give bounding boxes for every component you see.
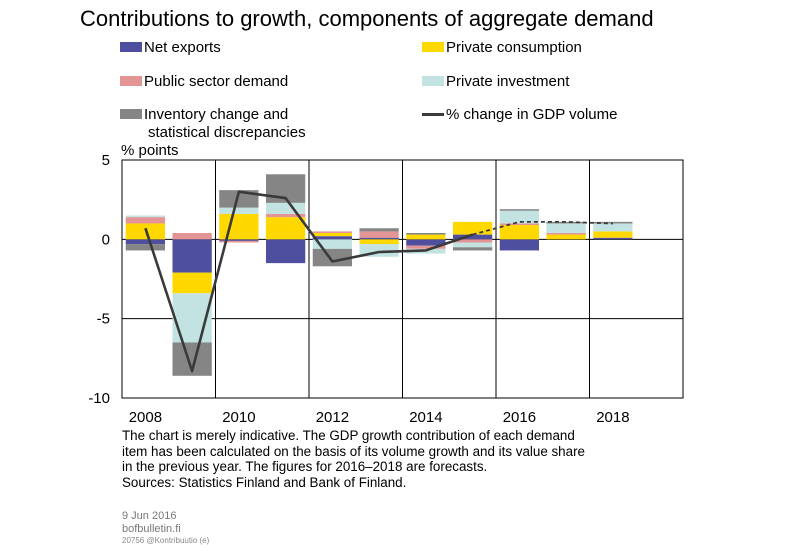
bar-segment bbox=[452, 221, 493, 235]
legend-label: Private investment bbox=[446, 73, 570, 90]
bar-segment bbox=[499, 223, 540, 226]
bar-segment bbox=[546, 221, 586, 224]
bar-segment bbox=[265, 239, 306, 264]
y-axis-unit: % points bbox=[121, 142, 179, 159]
bar-segment bbox=[312, 248, 353, 267]
bar-segment bbox=[499, 210, 540, 224]
bar-segment bbox=[172, 239, 212, 273]
x-tick-label: 2012 bbox=[316, 409, 349, 426]
x-tick-label: 2018 bbox=[596, 409, 629, 426]
bar-segment bbox=[312, 232, 353, 237]
bar-segment bbox=[219, 240, 259, 243]
bar-segment bbox=[125, 239, 166, 245]
bar-segment bbox=[359, 239, 399, 245]
x-tick-label: 2008 bbox=[129, 409, 162, 426]
bar-segment bbox=[125, 244, 166, 251]
bar-segment bbox=[265, 202, 306, 214]
site-name: bofbulletin.fi bbox=[122, 523, 181, 535]
legend-swatch bbox=[120, 42, 142, 52]
bar-segment bbox=[312, 231, 353, 233]
bar-segment bbox=[406, 245, 446, 249]
y-tick-label: -10 bbox=[88, 390, 110, 407]
bar-segment bbox=[219, 213, 259, 240]
bar-segment bbox=[546, 223, 586, 233]
plot-area: 5 0 -5 -10 2008 2010 2012 2014 2016 2018 bbox=[88, 152, 684, 426]
legend-label: Inventory change and bbox=[144, 106, 289, 123]
legend-label: Public sector demand bbox=[144, 73, 289, 90]
bar-segment bbox=[265, 217, 306, 240]
bar-segment bbox=[499, 225, 540, 240]
x-tick-label: 2014 bbox=[409, 409, 442, 426]
bar-segment bbox=[406, 232, 446, 235]
bar-segment bbox=[359, 237, 399, 240]
bar-segment bbox=[452, 247, 493, 251]
bar-segment bbox=[452, 234, 493, 240]
note-line: The chart is merely indicative. The GDP … bbox=[122, 428, 575, 443]
chart-code: 20756 @Kontribuutio (e) bbox=[122, 536, 210, 545]
bar-segment bbox=[312, 236, 353, 240]
publication-date: 9 Jun 2016 bbox=[122, 510, 177, 522]
bar-segment bbox=[593, 231, 633, 238]
bar-segment bbox=[125, 217, 166, 224]
bar-segment bbox=[359, 231, 399, 238]
chart-note: The chart is merely indicative. The GDP … bbox=[122, 428, 642, 490]
note-line: item has been calculated on the basis of… bbox=[122, 443, 585, 459]
bar-segment bbox=[312, 239, 353, 249]
bar-segment bbox=[125, 215, 166, 218]
bar-segment bbox=[452, 242, 493, 248]
bar-segment bbox=[406, 234, 446, 240]
bar-segment bbox=[219, 239, 259, 241]
y-tick-label: 5 bbox=[102, 152, 110, 169]
bar-segment bbox=[172, 232, 212, 240]
legend-swatch bbox=[120, 76, 142, 86]
x-tick-label: 2016 bbox=[503, 409, 536, 426]
legend-label: % change in GDP volume bbox=[446, 106, 618, 123]
bar-segment bbox=[406, 239, 446, 246]
bar-segment bbox=[546, 234, 586, 240]
bar-segment bbox=[546, 232, 586, 235]
bar-segment bbox=[499, 239, 540, 251]
bar-segment bbox=[265, 213, 306, 218]
legend-label: Net exports bbox=[144, 39, 221, 56]
gdp-line-forecast bbox=[472, 220, 613, 236]
legend-swatch bbox=[422, 76, 444, 86]
bar-segment bbox=[359, 228, 399, 232]
x-tick-label: 2010 bbox=[222, 409, 255, 426]
bar-segment bbox=[593, 223, 633, 232]
legend-label-line2: statistical discrepancies bbox=[148, 124, 306, 141]
chart-title: Contributions to growth, components of a… bbox=[80, 6, 654, 31]
legend-swatch bbox=[422, 42, 444, 52]
bar-segment bbox=[452, 239, 493, 243]
bar-segment bbox=[593, 237, 633, 240]
bar-segment bbox=[172, 272, 212, 294]
legend-swatch bbox=[120, 109, 142, 119]
gdp-line-actual bbox=[144, 190, 474, 373]
bar-segment bbox=[219, 190, 259, 208]
legend-label: Private consumption bbox=[446, 39, 582, 56]
note-line: in the previous year. The figures for 20… bbox=[122, 459, 488, 475]
note-line: Sources: Statistics Finland and Bank of … bbox=[122, 474, 407, 490]
y-tick-label: -5 bbox=[97, 311, 110, 328]
bar-segment bbox=[219, 207, 259, 214]
y-tick-label: 0 bbox=[102, 231, 110, 248]
legend-line-swatch bbox=[422, 113, 444, 116]
bar-segment bbox=[499, 209, 540, 211]
